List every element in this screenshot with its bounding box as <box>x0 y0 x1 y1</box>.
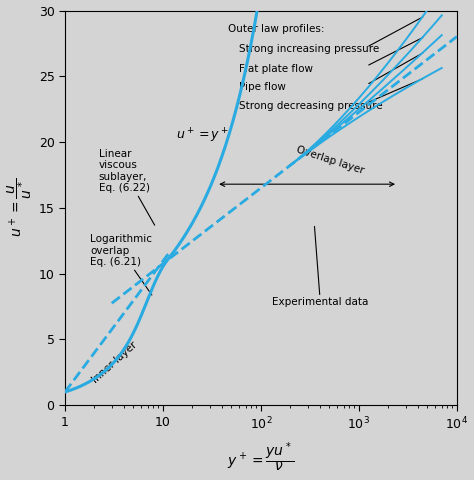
Text: Experimental data: Experimental data <box>272 227 368 307</box>
Text: Strong decreasing pressure: Strong decreasing pressure <box>239 101 383 111</box>
Text: Linear
viscous
sublayer,
Eq. (6.22): Linear viscous sublayer, Eq. (6.22) <box>99 149 155 225</box>
Text: Outer law profiles:: Outer law profiles: <box>228 24 324 35</box>
Text: Pipe flow: Pipe flow <box>239 83 286 92</box>
Y-axis label: $u^+ = \dfrac{u}{u^*}$: $u^+ = \dfrac{u}{u^*}$ <box>6 178 35 238</box>
Text: $u^+ = y^+$: $u^+ = y^+$ <box>176 127 228 145</box>
Text: Overlap layer: Overlap layer <box>294 145 365 176</box>
Text: Strong increasing pressure: Strong increasing pressure <box>239 44 380 54</box>
Text: Logarithmic
overlap
Eq. (6.21): Logarithmic overlap Eq. (6.21) <box>90 234 152 295</box>
Text: Inner layer: Inner layer <box>90 340 139 385</box>
X-axis label: $y^+ = \dfrac{yu^*}{\nu}$: $y^+ = \dfrac{yu^*}{\nu}$ <box>228 441 294 474</box>
Text: Flat plate flow: Flat plate flow <box>239 64 313 74</box>
